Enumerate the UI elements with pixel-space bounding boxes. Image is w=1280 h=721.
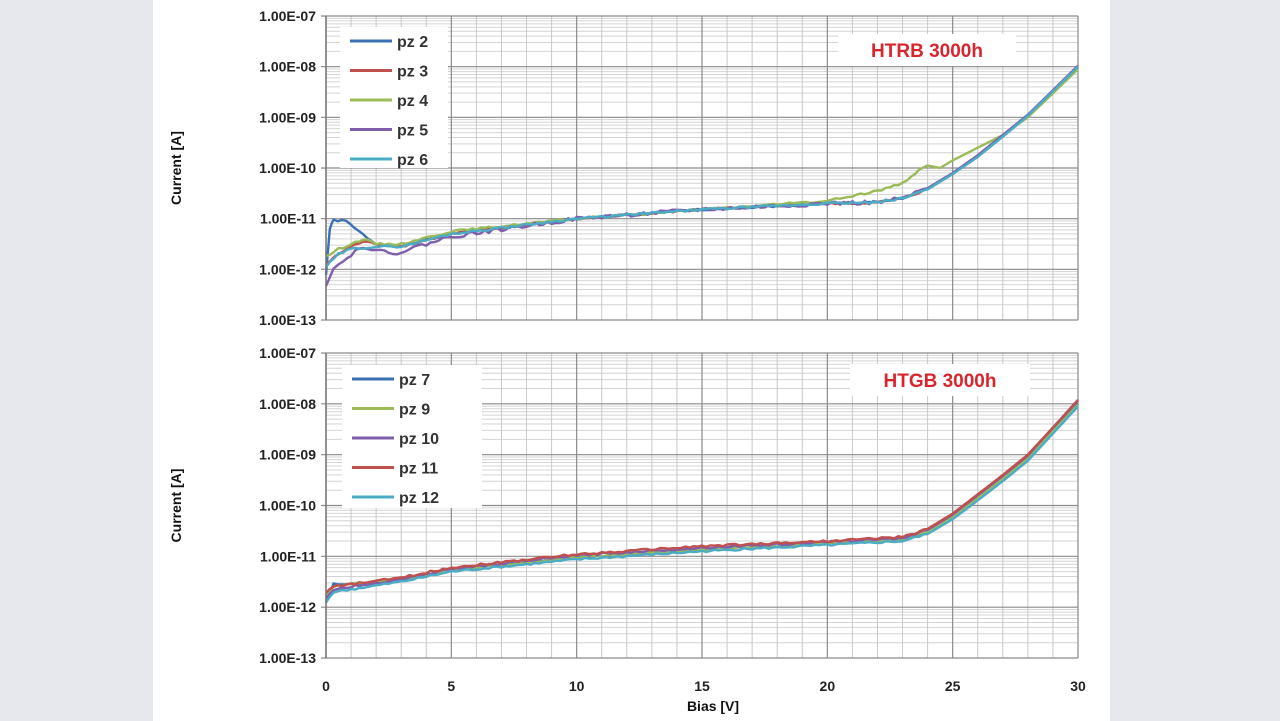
legend-label: pz 12	[399, 490, 439, 507]
x-tick-label: 10	[569, 678, 585, 694]
y-tick-label: 1.00E-08	[259, 59, 316, 75]
y-tick-label: 1.00E-08	[259, 396, 316, 412]
legend-label: pz 4	[397, 93, 428, 110]
legend-label: pz 9	[399, 402, 430, 419]
legend-label: pz 2	[397, 34, 428, 51]
y-tick-label: 1.00E-10	[259, 498, 316, 514]
series-line-pz-12	[325, 405, 1079, 604]
x-tick-label: 30	[1070, 678, 1086, 694]
annotation-box	[850, 364, 1030, 396]
y-tick-label: 1.00E-13	[259, 312, 316, 328]
legend-label: pz 3	[397, 64, 428, 81]
x-tick-label: 5	[447, 678, 455, 694]
y-tick-label: 1.00E-10	[259, 160, 316, 176]
x-axis-title: Bias [V]	[687, 698, 739, 714]
y-tick-label: 1.00E-07	[259, 8, 316, 24]
y-axis-title: Current [A]	[168, 131, 184, 205]
x-tick-label: 0	[322, 678, 330, 694]
x-tick-label: 20	[820, 678, 836, 694]
y-tick-label: 1.00E-13	[259, 650, 316, 666]
legend-label: pz 5	[397, 123, 428, 140]
chart-annotation: HTRB 3000h	[871, 41, 983, 62]
y-tick-label: 1.00E-12	[259, 261, 316, 277]
y-axis-title: Current [A]	[168, 469, 184, 543]
legend-label: pz 6	[397, 152, 428, 169]
x-tick-label: 15	[694, 678, 710, 694]
chart-annotation: HTGB 3000h	[884, 371, 997, 392]
y-tick-label: 1.00E-11	[260, 211, 316, 227]
htrb-chart: 1.00E-07 1.00E-08 1.00E-09 1.00E-10 1.00E-11…	[168, 8, 1079, 328]
x-tick-label: 25	[945, 678, 961, 694]
legend: pz 2 pz 3 pz 4 pz 5 pz 6	[340, 27, 448, 169]
htgb-chart: 0 5 10 15 20 25 30 1.00E-07 1.00E-08 1.00E-09 1.00…	[168, 345, 1086, 694]
y-tick-label: 1.00E-12	[259, 599, 316, 615]
series-line-pz-6	[325, 65, 1079, 268]
y-tick-label: 1.00E-07	[259, 345, 316, 361]
legend-label: pz 11	[399, 461, 438, 478]
annotation-box	[838, 34, 1016, 66]
legend-label: pz 10	[399, 431, 439, 448]
y-tick-label: 1.00E-09	[259, 447, 316, 463]
y-tick-label: 1.00E-11	[260, 548, 316, 564]
legend-label: pz 7	[399, 372, 430, 389]
y-tick-label: 1.00E-09	[259, 109, 316, 125]
legend-box	[340, 27, 448, 168]
legend: pz 7 pz 9 pz 10 pz 11 pz 12	[342, 365, 482, 508]
series-line-pz-11	[325, 399, 1079, 594]
